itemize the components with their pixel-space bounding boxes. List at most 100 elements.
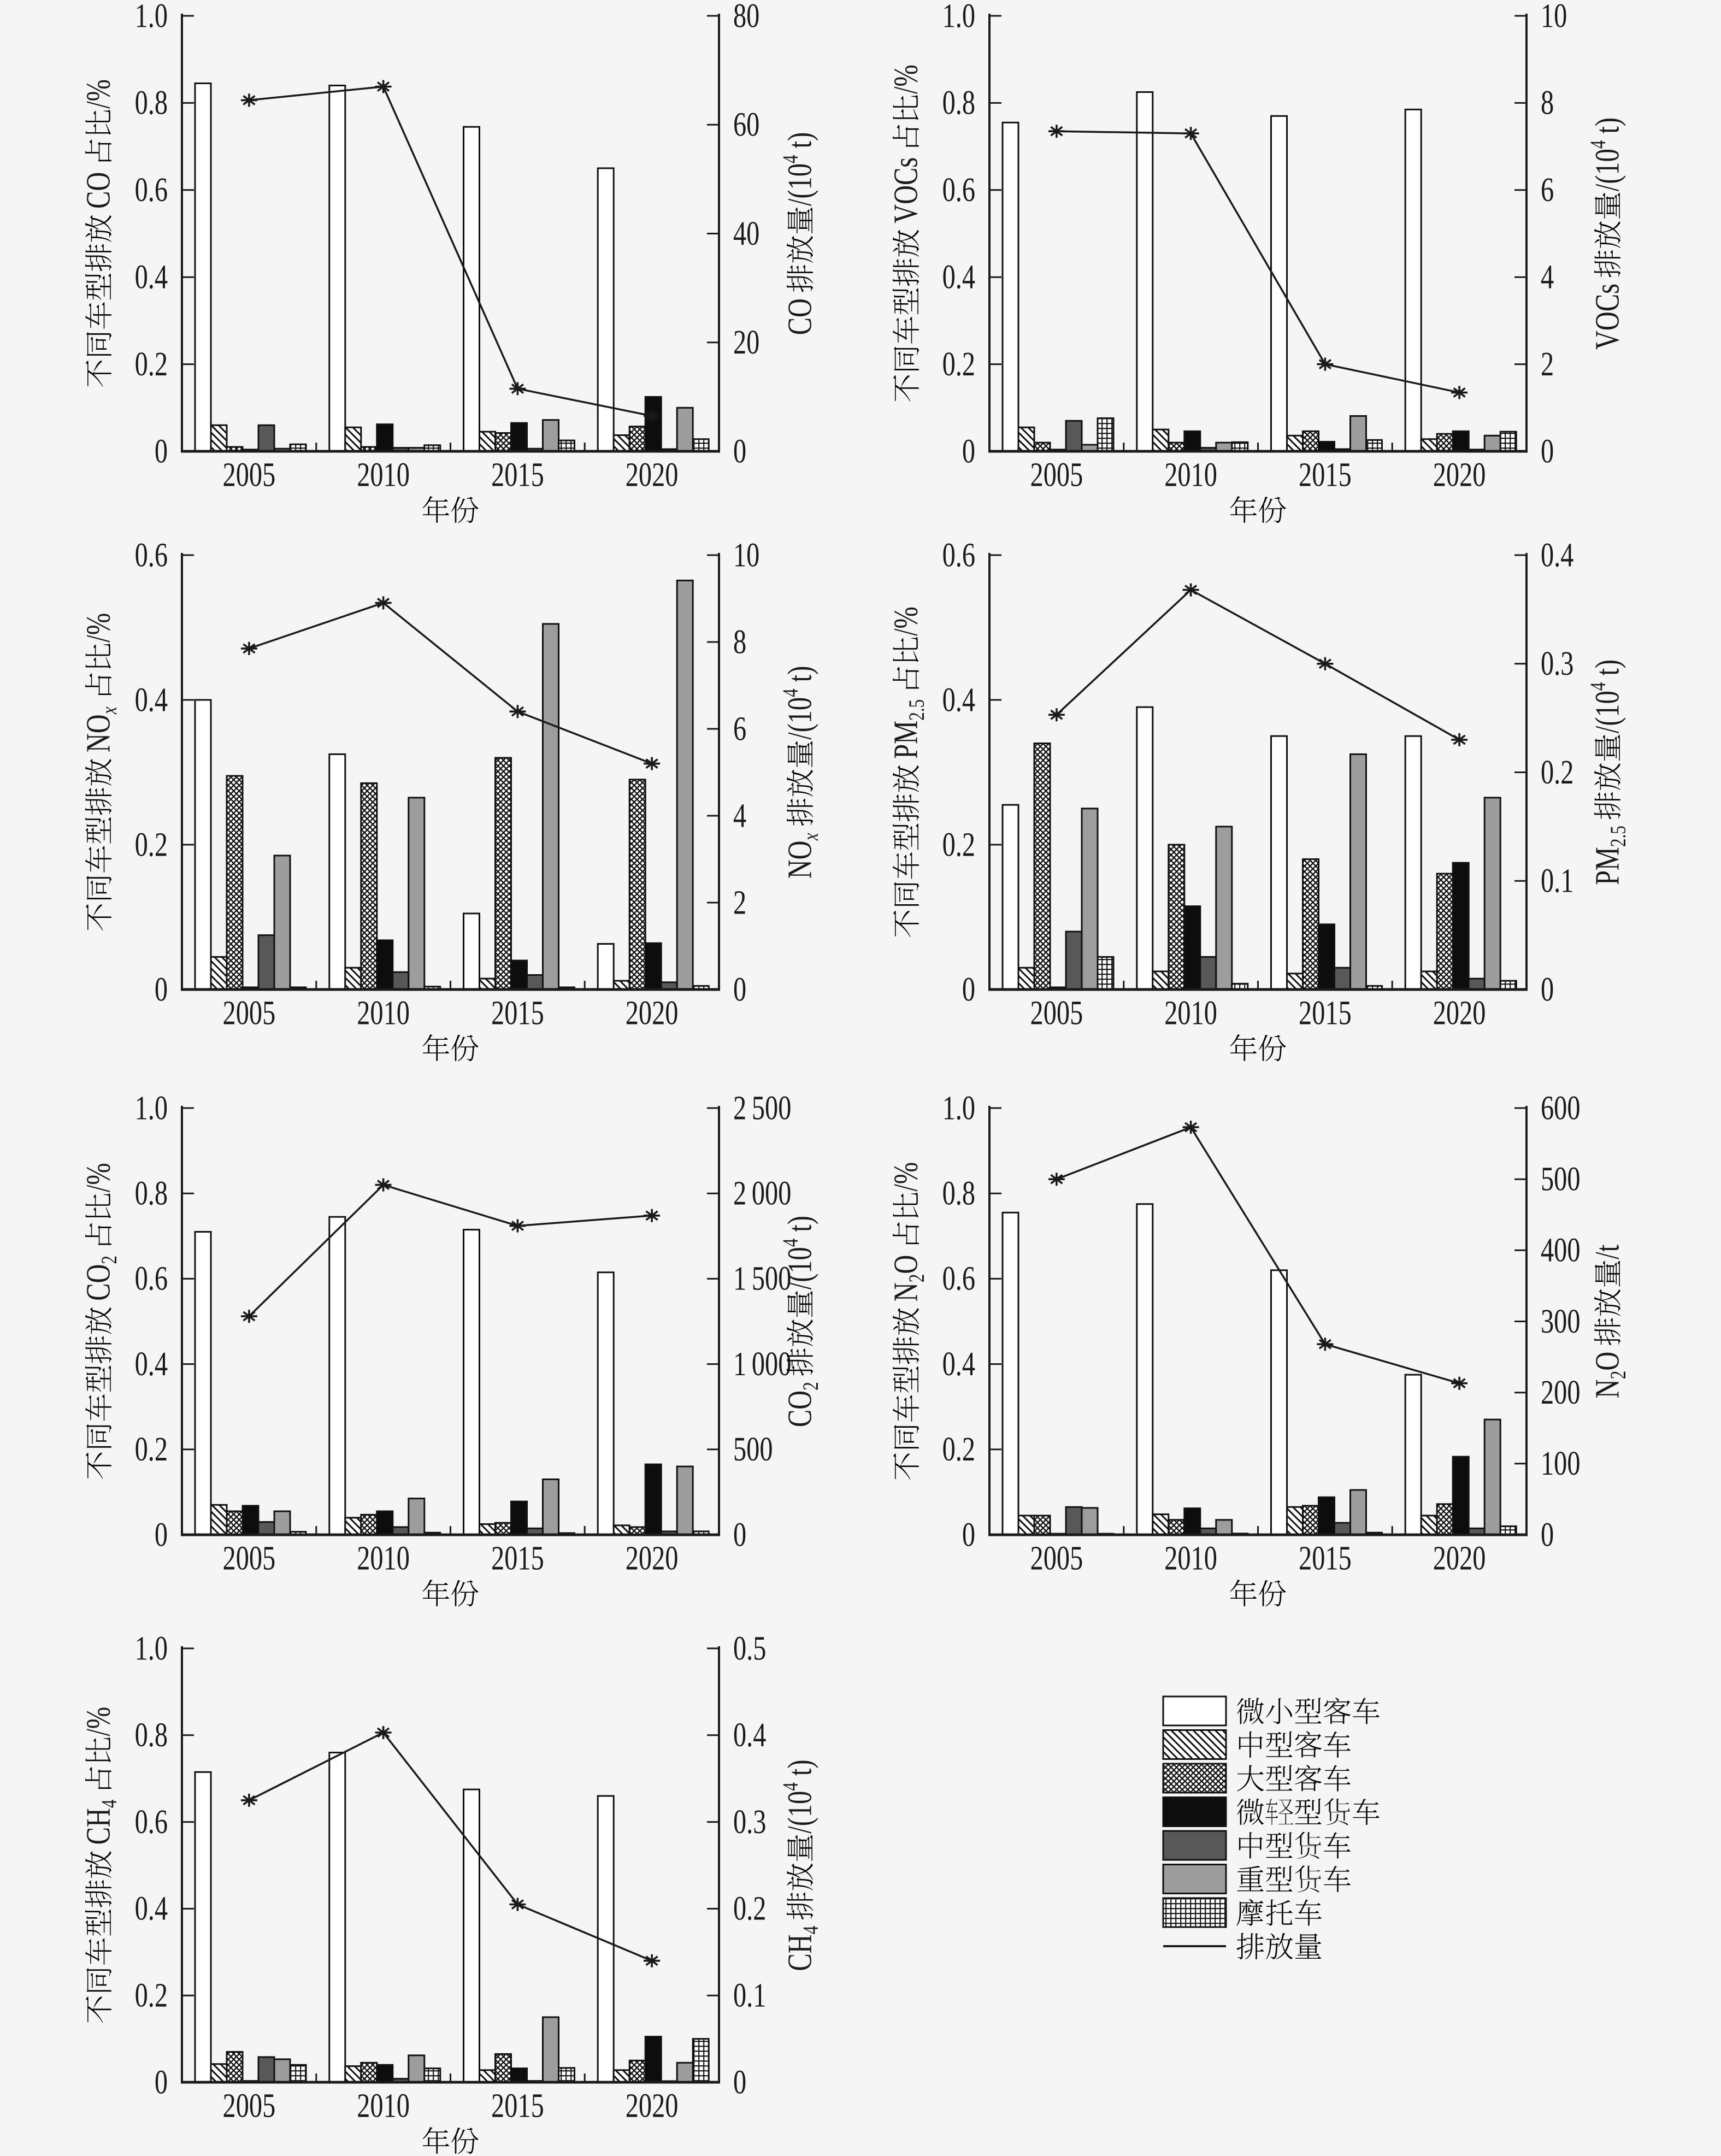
svg-text:/%: /% bbox=[80, 79, 117, 109]
svg-text:2: 2 bbox=[97, 1256, 121, 1264]
svg-text:CO: CO bbox=[80, 172, 117, 209]
svg-text:1.0: 1.0 bbox=[135, 1630, 168, 1668]
svg-text:2015: 2015 bbox=[491, 994, 544, 1032]
svg-text:CO: CO bbox=[80, 1264, 117, 1301]
svg-text:/%: /% bbox=[887, 64, 925, 94]
svg-text:0.8: 0.8 bbox=[942, 84, 975, 122]
svg-text:0.4: 0.4 bbox=[135, 258, 168, 296]
svg-text:O: O bbox=[887, 1255, 925, 1274]
svg-text:x: x bbox=[798, 833, 823, 841]
svg-text:0: 0 bbox=[733, 971, 746, 1009]
svg-text:t): t) bbox=[781, 666, 819, 689]
svg-text:40: 40 bbox=[733, 215, 759, 252]
svg-text:0: 0 bbox=[962, 1516, 975, 1554]
svg-text:2020: 2020 bbox=[626, 994, 679, 1032]
svg-text:0.2: 0.2 bbox=[1541, 753, 1573, 791]
svg-text:0: 0 bbox=[1541, 1516, 1554, 1554]
svg-text:4: 4 bbox=[1586, 682, 1610, 691]
svg-text:2005: 2005 bbox=[223, 1540, 276, 1577]
svg-text:500: 500 bbox=[1541, 1161, 1581, 1198]
svg-text:2010: 2010 bbox=[357, 1540, 410, 1577]
svg-text:0.2: 0.2 bbox=[942, 1430, 975, 1468]
svg-text:/(10: /(10 bbox=[781, 697, 819, 740]
svg-text:2015: 2015 bbox=[1299, 456, 1352, 494]
svg-text:x: x bbox=[97, 706, 121, 715]
svg-text:/%: /% bbox=[887, 606, 925, 636]
svg-text:/(10: /(10 bbox=[1589, 149, 1626, 191]
svg-text:/(10: /(10 bbox=[1589, 691, 1626, 733]
svg-text:2010: 2010 bbox=[1164, 1540, 1217, 1577]
svg-text:80: 80 bbox=[733, 0, 759, 35]
svg-text:2010: 2010 bbox=[357, 994, 410, 1032]
svg-text:2005: 2005 bbox=[1030, 994, 1083, 1032]
svg-text:0.2: 0.2 bbox=[942, 826, 975, 864]
svg-text:2015: 2015 bbox=[1299, 994, 1352, 1032]
svg-text:1 500: 1 500 bbox=[733, 1260, 791, 1298]
svg-text:2015: 2015 bbox=[491, 1540, 544, 1577]
svg-text:0.4: 0.4 bbox=[135, 681, 168, 719]
svg-text:VOCs: VOCs bbox=[1589, 284, 1626, 350]
svg-text:2: 2 bbox=[798, 1382, 823, 1391]
svg-text:2010: 2010 bbox=[357, 456, 410, 494]
svg-text:0.2: 0.2 bbox=[135, 345, 168, 383]
svg-text:0.1: 0.1 bbox=[1541, 862, 1573, 900]
svg-text:0: 0 bbox=[155, 1516, 168, 1554]
svg-text:2015: 2015 bbox=[491, 456, 544, 494]
svg-text:0: 0 bbox=[155, 433, 168, 470]
svg-text:t): t) bbox=[781, 132, 819, 155]
svg-text:2 500: 2 500 bbox=[733, 1089, 791, 1127]
svg-text:4: 4 bbox=[1541, 258, 1554, 296]
svg-text:0.3: 0.3 bbox=[1541, 645, 1573, 682]
svg-text:4: 4 bbox=[798, 1926, 823, 1935]
svg-text:4: 4 bbox=[1586, 140, 1610, 149]
svg-text:0: 0 bbox=[962, 433, 975, 470]
svg-text:CH: CH bbox=[80, 1808, 117, 1845]
svg-text:0.4: 0.4 bbox=[942, 1345, 975, 1383]
svg-text:NO: NO bbox=[80, 714, 117, 752]
svg-text:0: 0 bbox=[1541, 971, 1554, 1009]
svg-text:0.6: 0.6 bbox=[942, 171, 975, 209]
svg-text:0: 0 bbox=[1541, 433, 1554, 470]
svg-text:N: N bbox=[1589, 1379, 1626, 1398]
svg-text:2005: 2005 bbox=[1030, 1540, 1083, 1577]
svg-text:0.3: 0.3 bbox=[733, 1803, 766, 1841]
svg-text:0: 0 bbox=[733, 2064, 746, 2101]
svg-text:600: 600 bbox=[1541, 1089, 1581, 1127]
svg-text:0.2: 0.2 bbox=[135, 1430, 168, 1468]
svg-text:4: 4 bbox=[778, 688, 803, 697]
svg-text:2020: 2020 bbox=[1433, 1540, 1486, 1577]
svg-text:4: 4 bbox=[778, 1782, 803, 1791]
svg-text:8: 8 bbox=[733, 623, 746, 661]
svg-text:6: 6 bbox=[1541, 171, 1554, 209]
svg-text:/t: /t bbox=[1589, 1244, 1626, 1259]
svg-text:0.6: 0.6 bbox=[942, 1260, 975, 1298]
svg-text:0.8: 0.8 bbox=[135, 1716, 168, 1754]
svg-text:0.4: 0.4 bbox=[733, 1716, 766, 1754]
svg-text:1.0: 1.0 bbox=[135, 0, 168, 35]
svg-text:t): t) bbox=[781, 1216, 819, 1239]
svg-text:500: 500 bbox=[733, 1430, 773, 1468]
svg-text:NO: NO bbox=[781, 840, 819, 879]
svg-text:2020: 2020 bbox=[626, 456, 679, 494]
svg-text:t): t) bbox=[1589, 117, 1626, 140]
svg-text:0.4: 0.4 bbox=[1541, 537, 1573, 574]
svg-text:2010: 2010 bbox=[1164, 456, 1217, 494]
svg-text:0.8: 0.8 bbox=[135, 84, 168, 122]
svg-text:2 000: 2 000 bbox=[733, 1175, 791, 1212]
svg-text:2020: 2020 bbox=[626, 1540, 679, 1577]
svg-text:0: 0 bbox=[155, 2064, 168, 2101]
svg-text:0.8: 0.8 bbox=[135, 1175, 168, 1212]
svg-text:0.4: 0.4 bbox=[942, 681, 975, 719]
svg-text:100: 100 bbox=[1541, 1445, 1581, 1482]
svg-text:2010: 2010 bbox=[1164, 994, 1217, 1032]
svg-text:0.8: 0.8 bbox=[942, 1175, 975, 1212]
svg-text:0: 0 bbox=[733, 433, 746, 470]
svg-text:2.5: 2.5 bbox=[904, 699, 929, 721]
svg-text:400: 400 bbox=[1541, 1232, 1581, 1269]
svg-text:N: N bbox=[887, 1282, 925, 1301]
svg-text:0: 0 bbox=[155, 971, 168, 1009]
svg-text:/(10: /(10 bbox=[781, 163, 819, 206]
svg-text:/(10: /(10 bbox=[781, 1791, 819, 1834]
svg-text:0.6: 0.6 bbox=[135, 171, 168, 209]
svg-text:2020: 2020 bbox=[1433, 456, 1486, 494]
